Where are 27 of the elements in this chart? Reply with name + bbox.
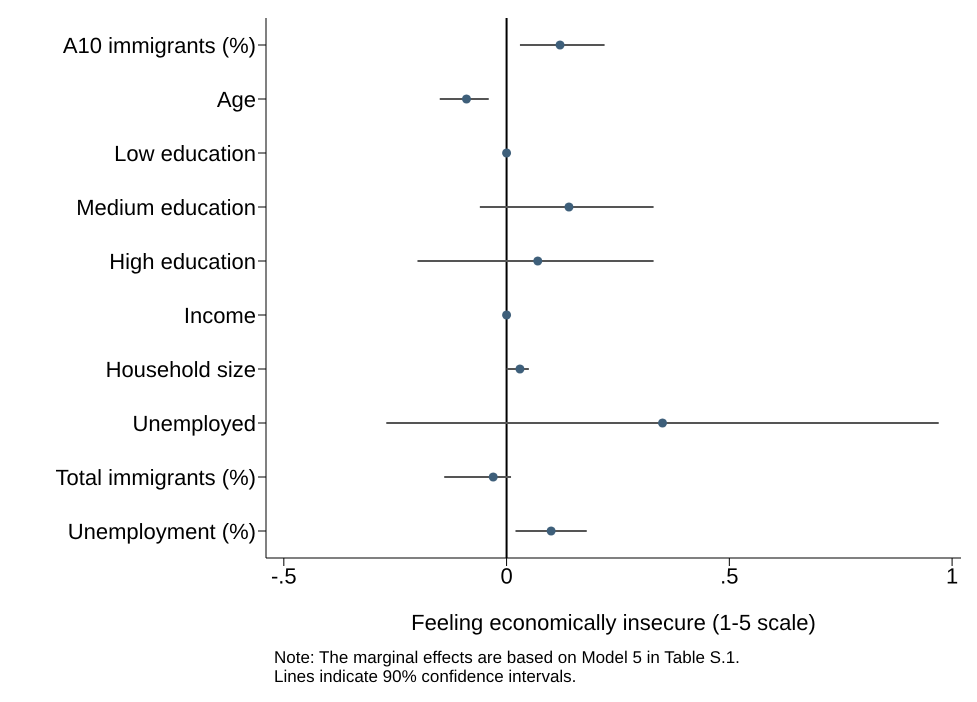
y-tick-label: Unemployed xyxy=(132,410,256,436)
point xyxy=(546,526,556,536)
point xyxy=(556,40,565,50)
point xyxy=(462,94,471,104)
y-tick-label: Age xyxy=(216,86,256,112)
x-axis-title: Feeling economically insecure (1-5 scale) xyxy=(411,610,816,635)
x-tick-label: -.5 xyxy=(270,564,297,589)
point xyxy=(564,202,574,212)
point xyxy=(502,310,512,320)
x-tick-label: .5 xyxy=(720,564,739,589)
y-tick-label: Medium education xyxy=(76,194,256,220)
x-tick-label: 1 xyxy=(946,564,958,589)
y-tick-label: Income xyxy=(184,302,256,328)
y-tick-label: Unemployment (%) xyxy=(68,518,256,544)
point xyxy=(502,148,512,158)
point xyxy=(533,256,542,266)
point xyxy=(515,364,524,374)
y-tick-label: Household size xyxy=(106,356,256,382)
y-tick-label: Low education xyxy=(114,140,256,166)
text: Note: The marginal effects are based on Model 5 in Table S.1. xyxy=(274,648,741,667)
point xyxy=(488,472,498,482)
point xyxy=(658,418,668,428)
y-tick-label: Total immigrants (%) xyxy=(56,464,256,490)
y-tick-label: High education xyxy=(109,248,256,274)
x-tick-label: 0 xyxy=(500,564,513,589)
text: Lines indicate 90% confidence intervals. xyxy=(274,667,578,686)
y-tick-label: A10 immigrants (%) xyxy=(62,32,256,58)
